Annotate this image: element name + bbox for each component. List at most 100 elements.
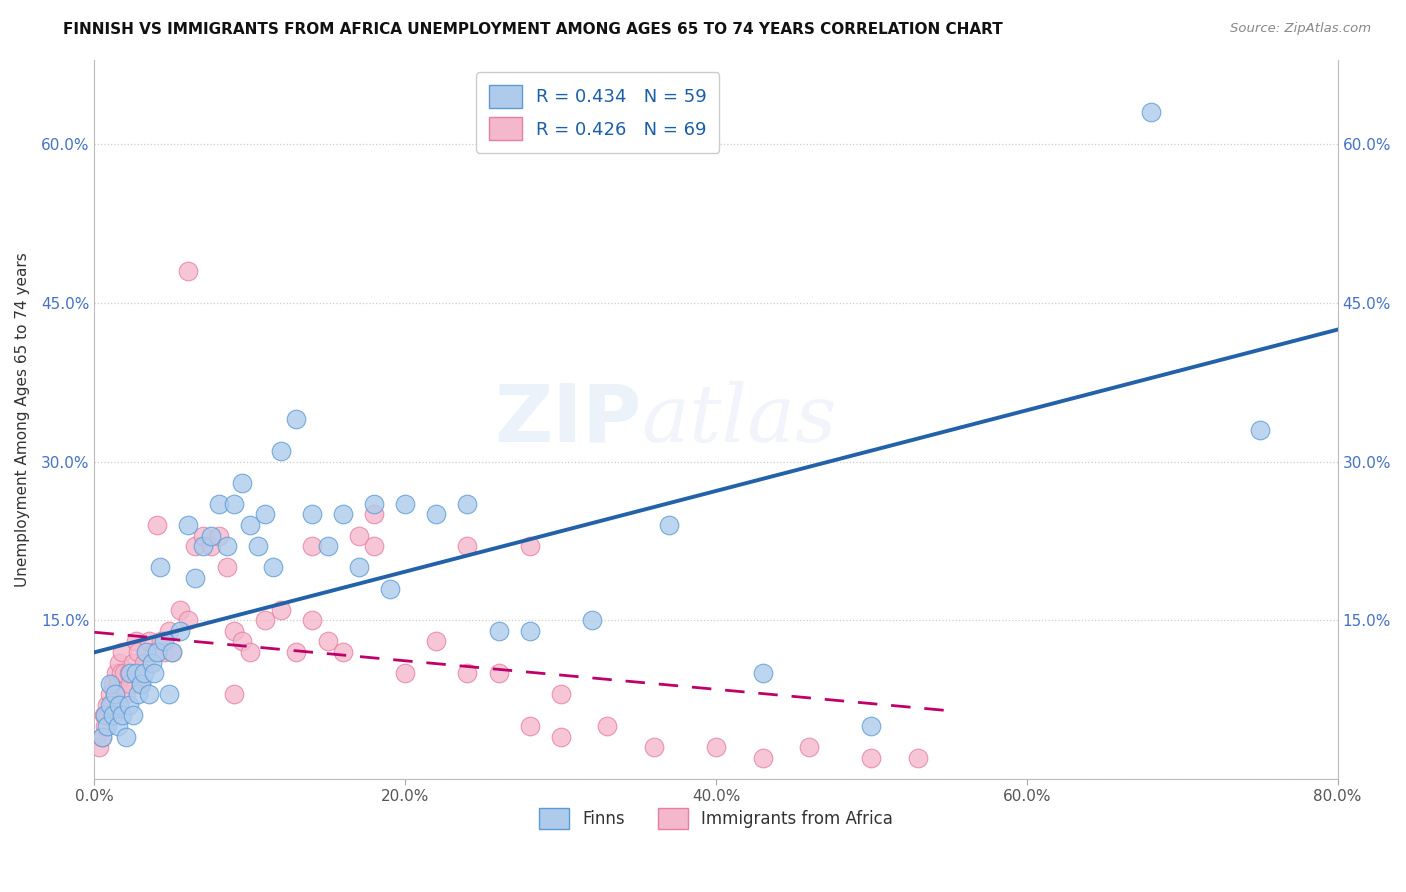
Point [120,666,142,681]
Point [157,687,180,701]
Point [860,751,883,765]
Point [104,687,127,701]
Point [150,634,173,648]
Point [129,676,152,690]
Point [125,666,148,681]
Point [301,508,323,522]
Point [456,539,478,553]
Point [105,666,128,681]
Point [193,539,215,553]
Point [425,508,447,522]
Point [169,602,191,616]
Point [1249,423,1271,437]
Point [94,719,117,733]
Point [153,645,176,659]
Point [799,740,821,755]
Point [110,666,132,681]
Point [111,708,134,723]
Point [704,740,727,755]
Point [120,676,142,690]
Point [550,730,572,744]
Point [96,698,118,712]
Point [224,497,246,511]
Point [145,518,167,533]
Point [153,634,176,648]
Point [91,730,114,744]
Point [254,613,277,627]
Point [141,656,163,670]
Point [215,539,238,553]
Point [177,264,200,278]
Point [550,687,572,701]
Point [231,475,253,490]
Point [363,497,385,511]
Point [254,508,277,522]
Point [270,602,292,616]
Point [270,444,292,458]
Point [160,645,183,659]
Point [519,539,541,553]
Point [456,497,478,511]
Point [127,645,149,659]
Point [231,634,253,648]
Point [157,624,180,638]
Point [100,698,122,712]
Point [239,518,262,533]
Point [112,666,135,681]
Point [89,740,111,755]
Point [142,666,165,681]
Point [138,687,160,701]
Point [332,645,354,659]
Point [643,740,665,755]
Point [142,645,165,659]
Point [224,624,246,638]
Point [101,676,124,690]
Point [96,719,118,733]
Point [91,730,114,744]
Point [200,528,222,542]
Point [184,539,207,553]
Point [519,719,541,733]
Point [134,666,156,681]
Point [193,528,215,542]
Point [425,634,447,648]
Point [456,666,478,681]
Point [160,645,183,659]
Point [111,645,134,659]
Point [239,645,262,659]
Point [104,687,127,701]
Point [488,624,510,638]
Point [658,518,681,533]
Point [177,613,200,627]
Point [108,698,131,712]
Point [363,508,385,522]
Point [301,613,323,627]
Point [246,539,269,553]
Point [129,676,152,690]
Point [301,539,323,553]
Point [488,666,510,681]
Point [145,645,167,659]
Point [97,708,120,723]
Point [138,634,160,648]
Text: Source: ZipAtlas.com: Source: ZipAtlas.com [1230,22,1371,36]
Point [519,624,541,638]
Point [114,730,136,744]
Point [98,698,121,712]
Text: ZIP: ZIP [495,380,641,458]
Point [394,666,416,681]
Point [93,708,115,723]
Point [347,528,370,542]
Y-axis label: Unemployment Among Ages 65 to 74 years: Unemployment Among Ages 65 to 74 years [15,252,30,587]
Point [114,687,136,701]
Point [751,751,773,765]
Point [208,497,231,511]
Point [98,676,121,690]
Point [332,508,354,522]
Point [177,518,200,533]
Point [200,539,222,553]
Point [1140,105,1163,120]
Point [860,719,883,733]
Point [122,656,145,670]
Point [122,708,145,723]
